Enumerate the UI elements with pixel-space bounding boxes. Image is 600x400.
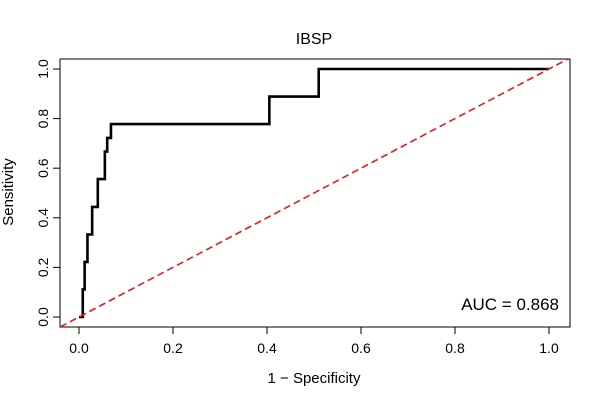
roc-curve-line	[79, 67, 549, 319]
y-tick-label: 0.8	[35, 109, 51, 129]
y-tick-label: 0.0	[35, 307, 51, 327]
x-tick-label: 0.4	[257, 340, 277, 356]
x-tick-label: 0.6	[351, 340, 371, 356]
chart-title: IBSP	[296, 31, 332, 48]
auc-annotation: AUC = 0.868	[461, 295, 559, 314]
x-tick-label: 1.0	[539, 340, 559, 356]
y-tick-label: 0.4	[35, 208, 51, 228]
x-tick-label: 0.2	[163, 340, 183, 356]
x-tick-label: 0.0	[69, 340, 89, 356]
y-tick-label: 0.2	[35, 257, 51, 277]
plot-frame	[59, 58, 571, 328]
y-axis-title: Sensitivity	[0, 158, 17, 226]
x-tick-label: 0.8	[445, 340, 465, 356]
reference-diagonal-line	[60, 59, 569, 327]
y-tick-label: 0.6	[35, 158, 51, 178]
x-axis-title: 1 − Specificity	[268, 370, 361, 387]
y-tick-label: 1.0	[35, 59, 51, 79]
